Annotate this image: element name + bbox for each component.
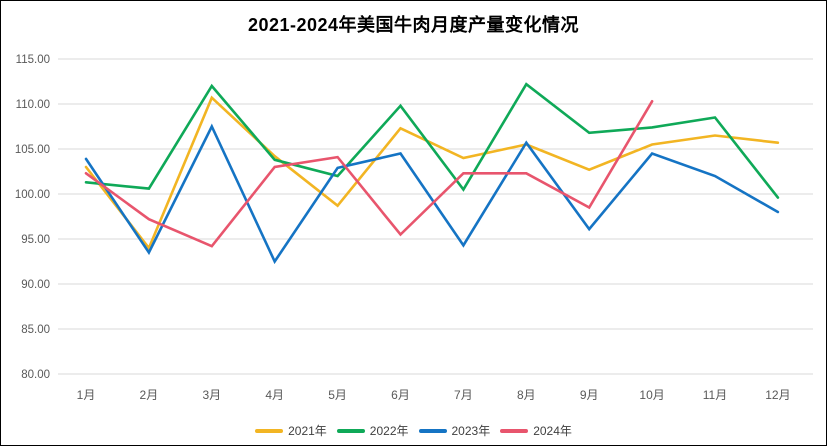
x-tick-label: 7月 (454, 388, 473, 402)
y-tick-label: 110.00 (16, 99, 50, 111)
x-tick-label: 9月 (580, 388, 599, 402)
series-line-2021年 (84, 95, 780, 251)
legend-item-2023年: 2023年 (418, 422, 491, 439)
legend-swatch (255, 428, 284, 433)
legend-label: 2024年 (533, 424, 572, 438)
x-tick-label: 11月 (703, 388, 727, 402)
y-tick-label: 80.00 (21, 369, 50, 381)
x-tick-label: 5月 (328, 388, 347, 402)
legend-item-2021年: 2021年 (255, 422, 327, 439)
y-tick-label: 95.00 (21, 234, 50, 246)
x-tick-label: 3月 (202, 388, 221, 402)
legend-item-2022年: 2022年 (336, 422, 409, 439)
plot-area: 80.00 85.00 90.00 95.00 100.00 105.00 110.00 11… (15, 54, 813, 402)
legend: 2021年 2022年 2023年 2024年 (1, 422, 826, 439)
x-tick-label: 1月 (77, 388, 96, 402)
y-tick-label: 100.00 (15, 189, 50, 201)
x-tick-label: 6月 (391, 388, 410, 402)
legend-item-2024年: 2024年 (500, 422, 572, 439)
series-line-2024年 (84, 99, 654, 248)
x-tick-label: 8月 (517, 388, 536, 402)
y-tick-label: 90.00 (21, 279, 50, 291)
legend-label: 2021年 (288, 424, 327, 438)
y-tick-label: 85.00 (21, 324, 50, 336)
x-tick-label: 10月 (639, 388, 664, 402)
series-line-2023年 (84, 123, 780, 265)
legend-label: 2023年 (451, 424, 491, 438)
x-tick-label: 12月 (765, 388, 790, 402)
legend-label: 2022年 (369, 424, 409, 438)
x-tick-label: 4月 (265, 388, 284, 402)
series-line-2022年 (84, 82, 780, 199)
legend-swatch (336, 428, 365, 433)
y-tick-label: 105.00 (15, 144, 50, 156)
x-tick-label: 2月 (140, 388, 159, 402)
y-tick-label: 115.00 (16, 54, 50, 66)
legend-swatch (418, 428, 447, 433)
legend-swatch (500, 428, 529, 433)
chart-title: 2021-2024年美国牛肉月度产量变化情况 (247, 15, 580, 35)
